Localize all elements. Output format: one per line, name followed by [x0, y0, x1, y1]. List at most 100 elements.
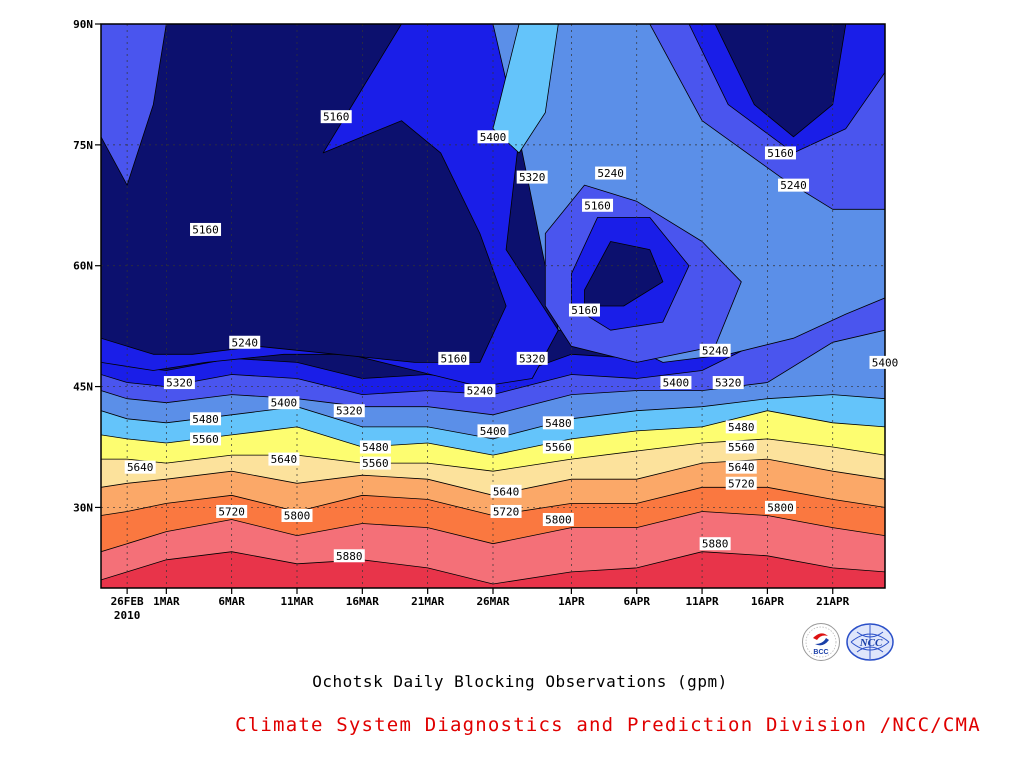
- contour-label-box: [359, 456, 391, 470]
- contour-label-box: [869, 355, 901, 369]
- contour-label-box: [438, 351, 470, 365]
- contour-label: 5720: [490, 504, 522, 518]
- contour-label-box: [764, 500, 796, 514]
- contour-region: [101, 24, 507, 363]
- contour-label-text: 5320: [519, 171, 546, 184]
- ncc-logo: NCC: [845, 622, 895, 662]
- contour-label-text: 5480: [192, 413, 219, 426]
- contour-label-text: 5320: [336, 405, 363, 418]
- y-tick-label: 90N: [73, 18, 93, 31]
- x-tick-label: 1APR: [558, 595, 585, 608]
- x-tick-label: 21APR: [816, 595, 849, 608]
- contour-label: 5320: [516, 170, 548, 184]
- contour-label: 5320: [516, 351, 548, 365]
- x-tick-label: 6MAR: [218, 595, 245, 608]
- contour-label-text: 5720: [218, 505, 245, 518]
- contour-label-box: [320, 110, 352, 124]
- contour-label-box: [542, 513, 574, 527]
- contour-label: 5400: [477, 424, 509, 438]
- contour-label-box: [268, 396, 300, 410]
- contour-label: 5720: [725, 476, 757, 490]
- contour-label: 5480: [190, 412, 222, 426]
- contour-label-box: [190, 222, 222, 236]
- contour-label: 5560: [359, 456, 391, 470]
- contour-label-box: [163, 376, 195, 390]
- contour-label-text: 5560: [728, 441, 755, 454]
- contour-labels: 5160 5160 5160 5160 5160 5160 5240 5240 5240 5240…: [124, 110, 901, 563]
- contour-label-box: [490, 504, 522, 518]
- contour-label-box: [124, 460, 156, 474]
- contour-label-box: [516, 170, 548, 184]
- bcc-logo-text: BCC: [813, 649, 828, 656]
- contour-label-text: 5800: [284, 509, 311, 522]
- contour-label: 5640: [490, 484, 522, 498]
- contour-label-text: 5480: [545, 417, 572, 430]
- contour-label-text: 5640: [728, 461, 755, 474]
- y-tick-label: 45N: [73, 381, 93, 394]
- contour-label-box: [190, 412, 222, 426]
- x-axis-year-label: 2010: [114, 609, 141, 622]
- chart-title: Ochotsk Daily Blocking Observations (gpm…: [312, 672, 728, 691]
- contour-label-text: 5640: [127, 461, 154, 474]
- contour-label-box: [542, 416, 574, 430]
- contour-label-text: 5160: [192, 223, 219, 236]
- x-tick-label: 6APR: [623, 595, 650, 608]
- contour-label: 5320: [712, 376, 744, 390]
- contour-label: 5800: [281, 508, 313, 522]
- contour-label-text: 5160: [584, 199, 611, 212]
- contour-label: 5400: [268, 396, 300, 410]
- contour-label-text: 5320: [519, 352, 546, 365]
- contour-label-box: [477, 130, 509, 144]
- contour-region: [101, 24, 167, 186]
- contour-label-box: [712, 376, 744, 390]
- contour-label-box: [477, 424, 509, 438]
- contour-label-box: [333, 549, 365, 563]
- x-tick-label: 16MAR: [346, 595, 379, 608]
- contour-label-text: 5160: [571, 304, 598, 317]
- contour-label-box: [725, 420, 757, 434]
- contour-label-text: 5880: [336, 550, 363, 563]
- contour-label: 5880: [333, 549, 365, 563]
- contour-label: 5160: [438, 351, 470, 365]
- contour-label-text: 5560: [545, 441, 572, 454]
- contour-label: 5160: [764, 146, 796, 160]
- contour-label: 5240: [778, 178, 810, 192]
- contour-label-text: 5400: [271, 397, 298, 410]
- bcc-logo: BCC: [801, 622, 841, 662]
- contour-label-text: 5480: [362, 441, 389, 454]
- contour-label-text: 5160: [441, 352, 468, 365]
- contour-label: 5320: [333, 404, 365, 418]
- contour-label-box: [778, 178, 810, 192]
- contour-label: 5160: [568, 303, 600, 317]
- contour-label: 5320: [163, 376, 195, 390]
- x-tick-label: 16APR: [751, 595, 784, 608]
- contour-label-text: 5240: [231, 336, 258, 349]
- contour-label: 5480: [542, 416, 574, 430]
- contour-label-box: [699, 343, 731, 357]
- contour-label: 5480: [725, 420, 757, 434]
- contour-label-text: 5240: [780, 179, 807, 192]
- contour-label: 5400: [477, 130, 509, 144]
- contour-label-box: [190, 432, 222, 446]
- x-tick-label: 11MAR: [280, 595, 313, 608]
- contour-label-text: 5240: [467, 385, 494, 398]
- contour-label-text: 5560: [362, 457, 389, 470]
- contour-label-text: 5240: [597, 167, 624, 180]
- y-tick-label: 60N: [73, 260, 93, 273]
- x-tick-label: 1MAR: [153, 595, 180, 608]
- contour-label: 5400: [869, 355, 901, 369]
- contour-label: 5640: [725, 460, 757, 474]
- contour-label-text: 5240: [702, 344, 729, 357]
- contour-label-box: [582, 198, 614, 212]
- contour-region: [492, 24, 559, 154]
- contour-label-box: [568, 303, 600, 317]
- contour-label: 5560: [542, 440, 574, 454]
- contour-label-text: 5400: [872, 356, 899, 369]
- contour-label-box: [229, 335, 261, 349]
- contour-label-box: [725, 476, 757, 490]
- contour-label-text: 5640: [271, 453, 298, 466]
- contour-region: [714, 24, 847, 138]
- contour-label-box: [281, 508, 313, 522]
- contour-label: 5240: [229, 335, 261, 349]
- y-tick-label: 75N: [73, 139, 93, 152]
